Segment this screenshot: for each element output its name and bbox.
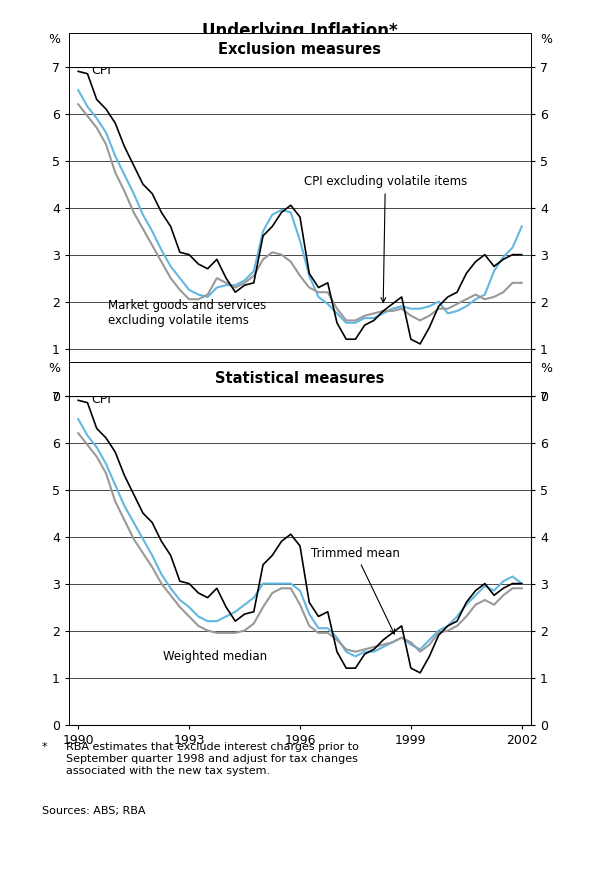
Text: CPI: CPI (91, 64, 111, 76)
Text: Trimmed mean: Trimmed mean (311, 547, 400, 634)
Text: RBA estimates that exclude interest charges prior to
September quarter 1998 and : RBA estimates that exclude interest char… (66, 742, 359, 775)
Text: Underlying Inflation*: Underlying Inflation* (202, 22, 398, 40)
Text: Sources: ABS; RBA: Sources: ABS; RBA (42, 806, 146, 816)
Text: Exclusion measures: Exclusion measures (218, 43, 382, 57)
Text: %: % (48, 33, 60, 46)
Text: Market goods and services
excluding volatile items: Market goods and services excluding vola… (108, 300, 266, 327)
Text: %: % (540, 33, 552, 46)
Text: %: % (540, 362, 552, 375)
Text: CPI excluding volatile items: CPI excluding volatile items (304, 175, 467, 302)
Text: Weighted median: Weighted median (163, 650, 268, 663)
Text: Statistical measures: Statistical measures (215, 372, 385, 386)
Text: Year-ended: Year-ended (262, 44, 338, 59)
Text: CPI: CPI (91, 393, 111, 405)
Text: %: % (48, 362, 60, 375)
Text: *: * (42, 742, 47, 752)
